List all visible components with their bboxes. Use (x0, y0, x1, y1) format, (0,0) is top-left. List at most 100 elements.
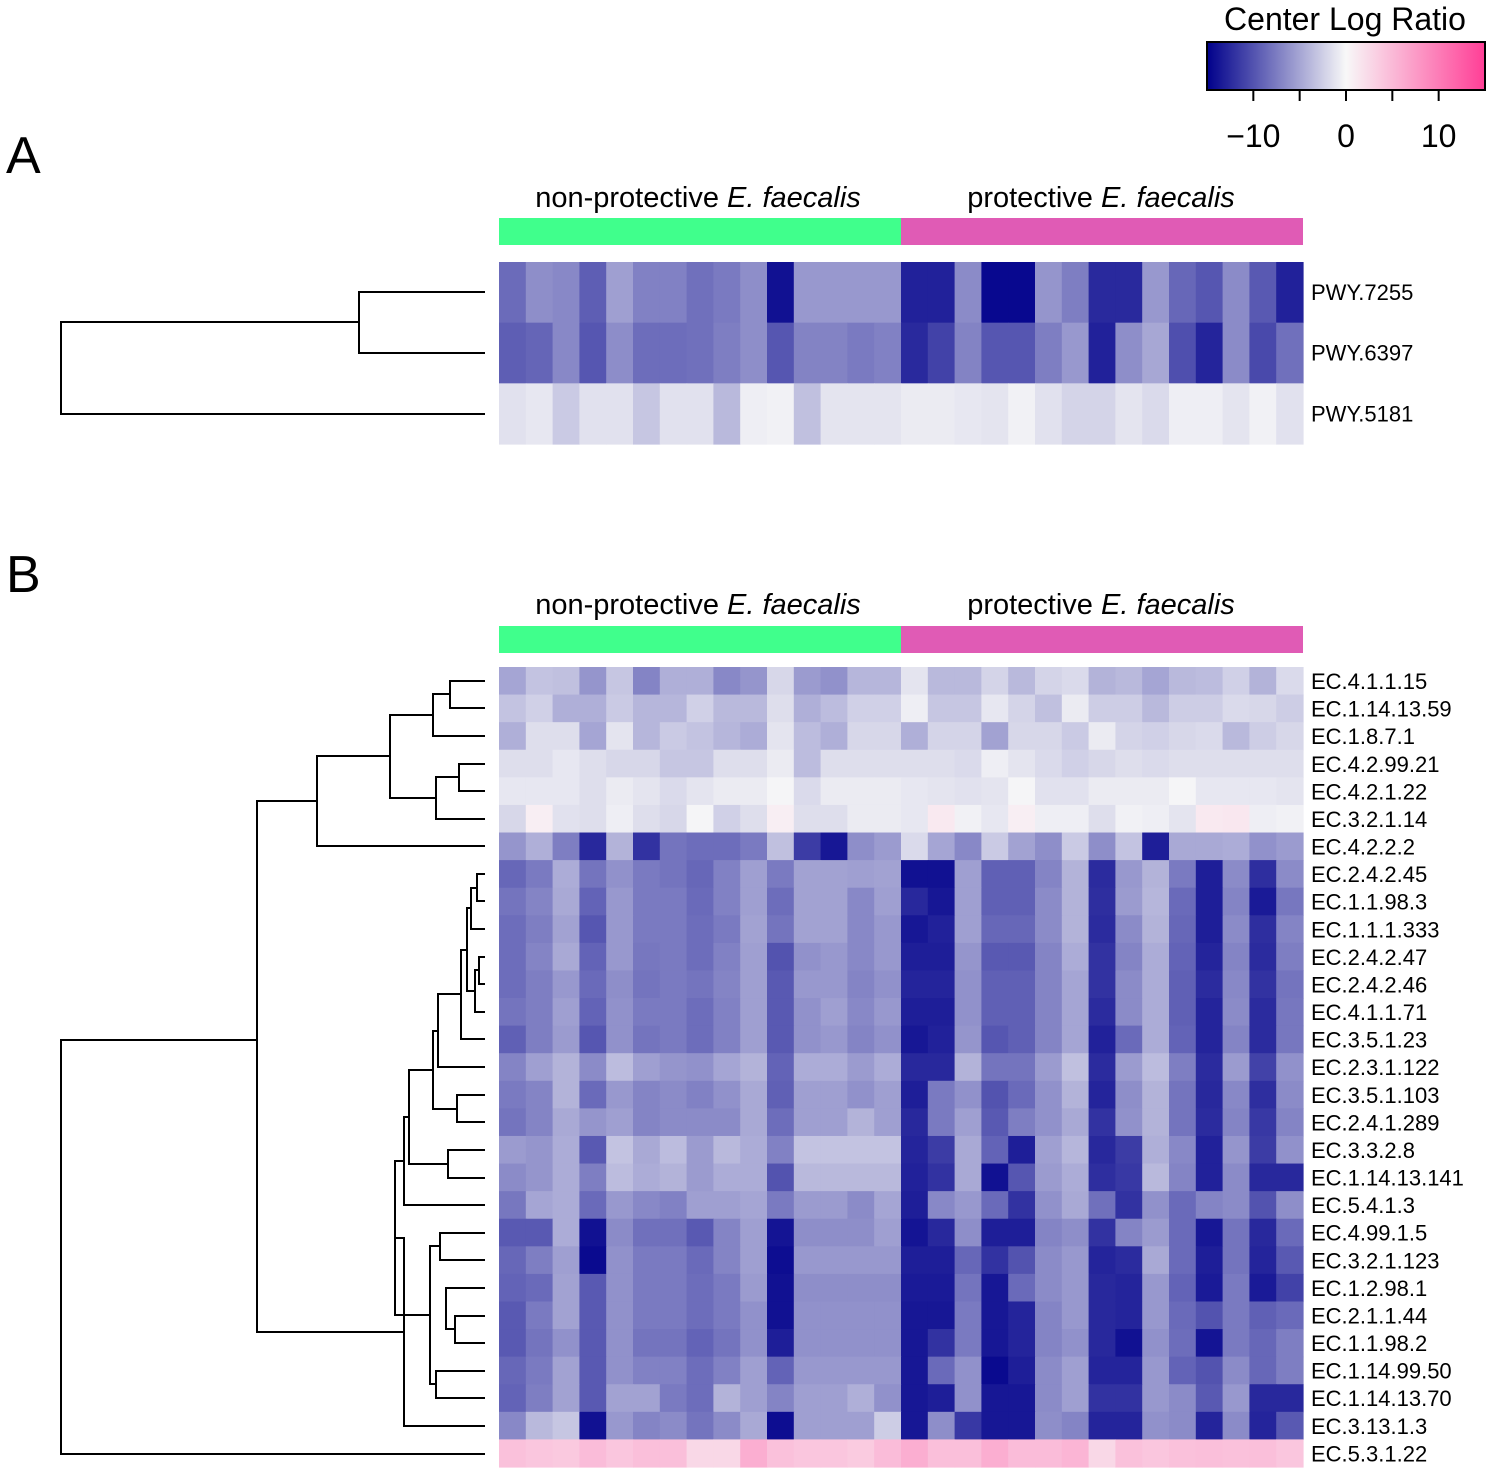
panel-b-heatmap-cell (1249, 1025, 1277, 1054)
panel-b-heatmap-row-label: EC.3.2.1.123 (1311, 1248, 1439, 1273)
panel-b-heatmap-cell (901, 722, 929, 751)
legend-tick-label: −10 (1226, 118, 1280, 154)
panel-b-heatmap-cell (981, 694, 1009, 723)
panel-b-heatmap-cell (820, 1329, 848, 1358)
panel-b-heatmap-cell (659, 1053, 688, 1082)
panel-b-heatmap-cell (1222, 1080, 1250, 1109)
panel-b-heatmap-row-label: EC.4.1.1.15 (1311, 669, 1427, 694)
panel-b-heatmap-cell (1195, 1080, 1224, 1109)
panel-b-heatmap-cell (606, 1301, 634, 1330)
panel-b-heatmap-cell (633, 1439, 661, 1468)
panel-b-heatmap-cell (499, 915, 527, 944)
panel-a-heatmap-cell (981, 322, 1009, 384)
panel-b-heatmap-row-label: EC.1.1.1.333 (1311, 917, 1439, 942)
panel-b-heatmap-cell (740, 915, 768, 944)
panel-b-heatmap-cell (1035, 1411, 1063, 1441)
panel-b-heatmap-cell (1035, 1439, 1063, 1468)
panel-b-heatmap-cell (525, 1356, 554, 1385)
panel-b-heatmap-cell (1222, 804, 1250, 834)
panel-b-heatmap-cell (686, 694, 714, 723)
panel-b-heatmap-cell (525, 1301, 554, 1330)
panel-b-heatmap-cell (1195, 1411, 1224, 1441)
panel-b-heatmap-cell (793, 1329, 822, 1358)
panel-b-heatmap-cell (927, 1246, 956, 1275)
panel-b-heatmap-cell (1169, 942, 1197, 972)
panel-a-heatmap-cell (740, 383, 768, 445)
panel-b-heatmap-cell (901, 887, 929, 916)
panel-b-heatmap-cell (1115, 860, 1143, 889)
panel-b-heatmap-cell (767, 1329, 795, 1358)
panel-b-heatmap-cell (874, 887, 902, 916)
panel-b-heatmap-cell (874, 1025, 902, 1054)
panel-a-heatmap-cell (525, 322, 554, 384)
panel-b-heatmap-cell (901, 1411, 929, 1441)
panel-b-heatmap-row-label: EC.1.14.13.141 (1311, 1166, 1464, 1191)
panel-b-heatmap-cell (740, 1301, 768, 1330)
panel-b-heatmap-cell (499, 1439, 527, 1468)
panel-b-heatmap-cell (901, 942, 929, 972)
panel-b-heatmap-cell (820, 1218, 848, 1247)
panel-b-heatmap-cell (713, 1273, 741, 1303)
panel-b-heatmap-cell (633, 1025, 661, 1054)
panel-b-heatmap-cell (820, 1053, 848, 1082)
panel-b-heatmap-cell (847, 1411, 875, 1441)
panel-b-heatmap-cell (767, 832, 795, 861)
panel-b-heatmap-cell (633, 915, 661, 944)
panel-b-heatmap-cell (1035, 749, 1063, 778)
panel-b-heatmap-cell (927, 694, 956, 723)
panel-b-heatmap-cell (1169, 1025, 1197, 1054)
panel-b-heatmap-cell (820, 1439, 848, 1468)
panel-b-heatmap-cell (927, 1356, 956, 1385)
panel-b-heatmap-cell (981, 667, 1009, 696)
panel-b-heatmap-cell (686, 1080, 714, 1109)
panel-b-heatmap-cell (1276, 1080, 1304, 1109)
panel-b-heatmap-cell (981, 1329, 1009, 1358)
panel-b-heatmap-cell (1035, 1025, 1063, 1054)
panel-b-heatmap-cell (793, 1191, 822, 1220)
panel-b-heatmap-cell (820, 1080, 848, 1109)
panel-b-heatmap-cell (1195, 1273, 1224, 1303)
panel-a-heatmap-cell (686, 262, 714, 324)
panel-b-heatmap-cell (981, 970, 1009, 999)
panel-b-heatmap-cell (1008, 722, 1036, 751)
panel-b-heatmap-cell (1249, 1135, 1277, 1165)
panel-b-heatmap-cell (1249, 1273, 1277, 1303)
panel-b-heatmap-cell (1276, 832, 1304, 861)
panel-b-heatmap-cell (686, 970, 714, 999)
panel-b-heatmap-cell (793, 722, 822, 751)
panel-b-heatmap-cell (713, 1356, 741, 1385)
panel-b-heatmap-cell (1169, 832, 1197, 861)
panel-b-heatmap-cell (740, 722, 768, 751)
panel-b-heatmap-cell (1195, 1108, 1224, 1137)
panel-a-heatmap-cell (525, 383, 554, 445)
panel-b-heatmap-cell (1169, 887, 1197, 916)
panel-b-heatmap-cell (1061, 804, 1090, 834)
panel-b-heatmap-cell (499, 1384, 527, 1413)
panel-a-heatmap-cell (1276, 383, 1304, 445)
panel-a-heatmap-cell (686, 383, 714, 445)
panel-b-heatmap-cell (552, 1356, 580, 1385)
panel-a-heatmap-cell (1035, 322, 1063, 384)
panel-b-heatmap-cell (686, 1025, 714, 1054)
color-legend: Center Log Ratio −10 0 10 (1206, 1, 1486, 154)
panel-b-heatmap-cell (1088, 1025, 1116, 1054)
panel-b-heatmap-cell (981, 1191, 1009, 1220)
panel-b-heatmap-cell (740, 749, 768, 778)
panel-a-heatmap-row-label: PWY.7255 (1311, 280, 1413, 305)
panel-b-heatmap-cell (847, 667, 875, 696)
panel-b-heatmap-cell (633, 1163, 661, 1192)
panel-b-heatmap-cell (793, 667, 822, 696)
panel-b-heatmap-cell (713, 887, 741, 916)
panel-b-heatmap-cell (847, 942, 875, 972)
panel-b-heatmap-cell (1142, 777, 1170, 806)
panel-b-heatmap-row-label: EC.2.1.1.44 (1311, 1303, 1427, 1328)
panel-b-heatmap-cell (847, 1191, 875, 1220)
panel-b-heatmap-cell (1195, 1384, 1224, 1413)
panel-b-heatmap-cell (659, 1301, 688, 1330)
panel-b-heatmap-cell (1249, 970, 1277, 999)
panel-b-heatmap-cell (954, 1384, 982, 1413)
panel-b-heatmap-cell (954, 998, 982, 1027)
panel-b-heatmap-cell (659, 1329, 688, 1358)
panel-b-heatmap-cell (1169, 1163, 1197, 1192)
panel-b-heatmap-cell (1249, 1301, 1277, 1330)
